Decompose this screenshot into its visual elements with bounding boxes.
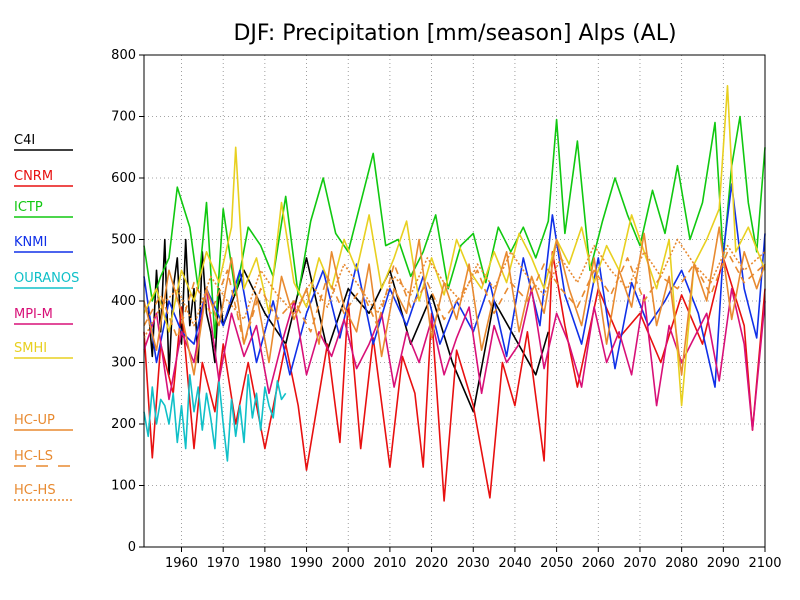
- x-tick-label: 1960: [165, 556, 198, 571]
- x-tick-label: 2060: [582, 556, 615, 571]
- series-layer: [143, 85, 766, 502]
- legend-label-mpi-m: MPI-M: [14, 307, 53, 322]
- y-tick-label: 200: [111, 417, 136, 432]
- x-tick-label: 2040: [498, 556, 531, 571]
- series-line-hc-hs: [143, 238, 766, 339]
- legend-label-hc-hs: HC-HS: [14, 483, 56, 498]
- x-tick-label: 1970: [207, 556, 240, 571]
- legend: C4I CNRM ICTP KNMI OURANOS MPI-M SMHI HC-UP HC-L…: [14, 133, 79, 501]
- x-tick-label: 2000: [332, 556, 365, 571]
- x-tick-label: 2090: [707, 556, 740, 571]
- chart-title: DJF: Precipitation [mm/season] Alps (AL): [233, 21, 676, 46]
- y-tick-label: 0: [128, 540, 136, 555]
- x-tick-label: 2010: [373, 556, 406, 571]
- y-tick-label: 400: [111, 294, 136, 309]
- y-tick-label: 600: [111, 171, 136, 186]
- y-tick-label: 800: [111, 48, 136, 63]
- y-tick-label: 700: [111, 110, 136, 125]
- legend-label-c4i: C4I: [14, 133, 35, 148]
- x-tick-label: 1990: [290, 556, 323, 571]
- legend-label-cnrm: CNRM: [14, 169, 53, 184]
- y-axis: 0 100 200 300 400 500 600 700 800: [111, 48, 144, 555]
- x-tick-label: 2020: [415, 556, 448, 571]
- series-line-hc-ls: [143, 251, 766, 345]
- legend-label-smhi: SMHI: [14, 341, 47, 356]
- legend-label-knmi: KNMI: [14, 235, 47, 250]
- legend-label-hc-up: HC-UP: [14, 413, 55, 428]
- x-tick-label: 2030: [457, 556, 490, 571]
- x-tick-label: 2100: [748, 556, 781, 571]
- series-line-ouranos: [143, 373, 287, 462]
- legend-label-hc-ls: HC-LS: [14, 449, 53, 464]
- x-axis: 1960 1970 1980 1990 2000 2010 2020 2030 2040 2050…: [165, 547, 782, 571]
- series-line-mpi-m: [143, 287, 766, 431]
- series-line-ictp: [143, 115, 766, 339]
- legend-label-ictp: ICTP: [14, 200, 43, 215]
- x-tick-label: 2070: [623, 556, 656, 571]
- x-tick-label: 1980: [248, 556, 281, 571]
- y-tick-label: 100: [111, 479, 136, 494]
- series-line-smhi: [143, 85, 766, 407]
- y-tick-label: 300: [111, 356, 136, 371]
- legend-label-ouranos: OURANOS: [14, 271, 79, 286]
- x-tick-label: 2080: [665, 556, 698, 571]
- x-tick-label: 2050: [540, 556, 573, 571]
- y-tick-label: 500: [111, 233, 136, 248]
